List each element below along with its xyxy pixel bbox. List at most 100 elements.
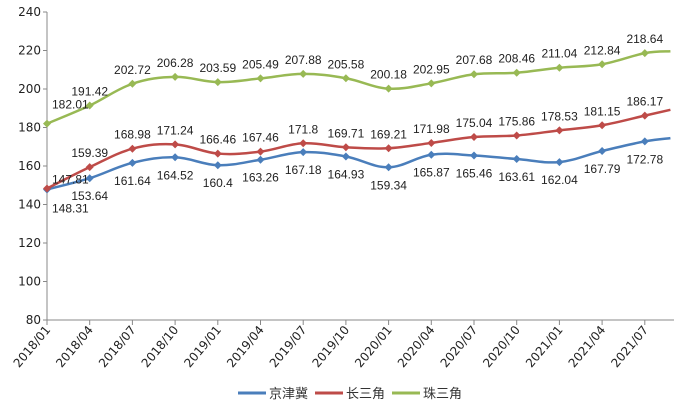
data-point xyxy=(299,139,308,148)
data-point xyxy=(299,69,308,78)
data-label: 169.71 xyxy=(328,126,365,140)
data-label: 164.93 xyxy=(328,168,365,182)
data-point xyxy=(128,144,137,153)
data-label: 163.61 xyxy=(498,170,535,184)
y-tick-label: 180 xyxy=(18,121,41,135)
x-tick-label: 2021/04 xyxy=(566,323,609,370)
data-point xyxy=(384,163,393,172)
y-tick-label: 140 xyxy=(18,198,41,212)
x-tick-label: 2020/04 xyxy=(395,323,438,370)
data-point xyxy=(299,148,308,157)
data-label: 148.31 xyxy=(52,202,89,216)
x-tick-label: 2018/01 xyxy=(11,323,54,370)
data-point xyxy=(555,158,564,167)
data-label: 161.64 xyxy=(114,174,151,188)
data-point xyxy=(640,137,649,146)
data-label: 175.04 xyxy=(456,116,493,130)
data-label: 200.18 xyxy=(370,68,407,82)
data-point xyxy=(128,79,137,88)
series-line xyxy=(46,50,671,125)
x-tick-label: 2018/04 xyxy=(53,323,96,370)
data-label: 166.46 xyxy=(199,133,236,147)
x-tick-label: 2018/07 xyxy=(96,323,139,370)
data-point xyxy=(85,174,94,183)
legend-label: 京津冀 xyxy=(269,386,308,402)
data-point xyxy=(470,133,478,142)
x-tick-label: 2019/04 xyxy=(224,323,267,370)
data-label: 159.39 xyxy=(71,146,108,160)
x-tick-label: 2018/10 xyxy=(139,323,182,370)
data-point xyxy=(512,131,521,140)
y-tick-label: 80 xyxy=(26,313,41,327)
data-point xyxy=(171,140,180,149)
legend-label: 珠三角 xyxy=(423,387,462,402)
data-label: 206.28 xyxy=(157,56,194,70)
data-label: 171.24 xyxy=(157,123,194,137)
data-label: 175.86 xyxy=(498,114,535,128)
data-label: 167.46 xyxy=(242,131,279,145)
data-point xyxy=(427,150,436,159)
data-point xyxy=(598,60,607,69)
y-tick-label: 160 xyxy=(18,159,41,173)
x-tick-label: 2020/10 xyxy=(480,323,523,370)
data-label: 181.15 xyxy=(584,104,621,118)
data-point xyxy=(171,153,180,162)
data-point xyxy=(341,152,350,161)
data-label: 178.53 xyxy=(541,109,578,123)
y-tick-label: 200 xyxy=(18,82,41,96)
data-label: 171.98 xyxy=(413,122,450,136)
data-label: 164.52 xyxy=(157,168,194,182)
data-point xyxy=(341,74,350,83)
data-label: 167.18 xyxy=(285,163,322,177)
data-point xyxy=(213,78,222,87)
data-point xyxy=(555,126,564,135)
x-tick-label: 2019/01 xyxy=(181,323,224,370)
x-tick-label: 2020/07 xyxy=(438,323,481,370)
data-point xyxy=(470,151,478,160)
data-label: 186.17 xyxy=(626,95,663,109)
data-point xyxy=(213,161,222,170)
data-point xyxy=(555,63,564,72)
data-point xyxy=(427,79,436,88)
data-point xyxy=(85,163,94,172)
data-label: 203.59 xyxy=(199,61,236,75)
data-label: 191.42 xyxy=(71,85,108,99)
data-label: 153.64 xyxy=(71,189,108,203)
x-tick-label: 2020/01 xyxy=(352,323,395,370)
legend: 京津冀 长三角 珠三角 xyxy=(238,386,462,402)
data-label: 159.34 xyxy=(370,178,407,192)
data-label: 162.04 xyxy=(541,173,578,187)
legend-label: 长三角 xyxy=(346,387,385,402)
data-point xyxy=(598,147,607,156)
x-tick-label: 2019/07 xyxy=(267,323,310,370)
x-tick-label: 2021/07 xyxy=(608,323,651,370)
series-line xyxy=(46,136,671,191)
data-label: 205.58 xyxy=(328,57,365,71)
data-point xyxy=(341,143,350,152)
data-label: 202.72 xyxy=(114,63,151,77)
data-label: 208.46 xyxy=(498,52,535,66)
data-point xyxy=(256,155,265,164)
data-point xyxy=(427,138,436,147)
data-label: 205.49 xyxy=(242,57,279,71)
data-point xyxy=(43,184,51,193)
data-label: 207.88 xyxy=(285,53,322,67)
data-label: 211.04 xyxy=(541,47,577,61)
y-tick-label: 240 xyxy=(18,5,41,19)
data-point xyxy=(598,121,607,130)
data-point xyxy=(384,84,393,93)
data-label: 172.78 xyxy=(626,152,663,166)
data-point xyxy=(43,119,51,128)
y-tick-label: 220 xyxy=(18,44,41,58)
data-label: 147.81 xyxy=(52,172,89,186)
y-tick-label: 120 xyxy=(18,236,41,250)
data-label: 165.46 xyxy=(456,166,493,180)
data-label: 182.01 xyxy=(52,98,89,112)
data-point xyxy=(171,72,180,81)
data-point xyxy=(640,111,649,120)
data-label: 163.26 xyxy=(242,171,279,185)
data-point xyxy=(512,68,521,77)
data-label: 165.87 xyxy=(413,166,450,180)
